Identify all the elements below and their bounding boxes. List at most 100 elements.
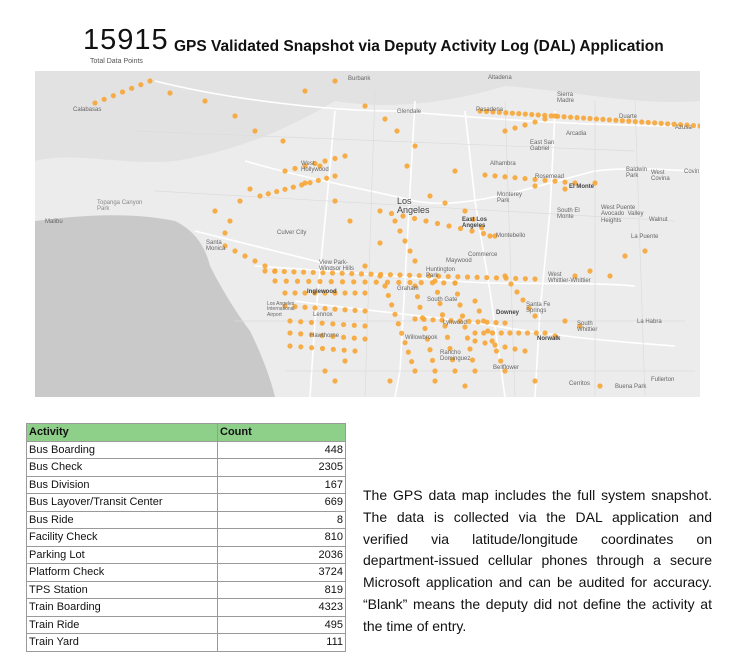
map-label-arcadia: Arcadia	[566, 131, 587, 137]
gps-marker	[416, 272, 422, 279]
gps-marker	[405, 349, 411, 355]
gps-marker	[352, 290, 358, 296]
map-label-glendale: Glendale	[397, 109, 422, 115]
gps-marker	[457, 225, 464, 232]
gps-marker	[496, 109, 503, 115]
gps-marker	[516, 330, 522, 336]
gps-marker	[378, 271, 384, 278]
gps-marker	[298, 331, 304, 337]
map-label-commerce: Commerce	[468, 252, 498, 258]
gps-marker	[298, 344, 304, 350]
gps-marker	[429, 357, 436, 363]
gps-marker	[552, 333, 558, 339]
activity-cell: Bus Division	[26, 475, 218, 494]
gps-marker	[272, 268, 278, 274]
gps-marker	[92, 100, 98, 106]
map-label-pasadena: Pasadena	[476, 107, 504, 113]
gps-marker	[469, 357, 476, 363]
activity-count-table: Activity Count Bus Boarding 448 Bus Check…	[26, 423, 346, 652]
gps-marker	[222, 230, 228, 236]
map-label-willowbrook: Willowbrook	[405, 335, 438, 341]
gps-marker	[119, 89, 126, 95]
map-label-altadena: Altadena	[488, 75, 512, 81]
page-title: GPS Validated Snapshot via Deputy Activi…	[174, 38, 664, 55]
gps-marker	[492, 342, 498, 348]
map-label-huntington-park: Huntington Park	[426, 267, 456, 280]
gps-marker	[483, 108, 490, 115]
gps-marker	[452, 168, 458, 174]
map-label-azusa: Azusa	[675, 125, 692, 131]
gps-marker	[577, 323, 583, 329]
gps-marker	[580, 115, 587, 121]
activity-cell: Train Yard	[26, 633, 218, 652]
gps-marker	[606, 117, 613, 123]
gps-marker	[533, 330, 539, 336]
map-label-fullerton: Fullerton	[651, 377, 675, 383]
activity-cell: Train Boarding	[26, 598, 218, 617]
map-label-calabasas: Calabasas	[73, 107, 102, 113]
gps-marker	[352, 348, 358, 354]
gps-marker	[542, 330, 548, 336]
gps-marker	[282, 303, 288, 309]
gps-marker	[671, 121, 677, 127]
gps-marker	[412, 258, 418, 264]
map-label-topanga: Topanga Canyon Park	[97, 200, 143, 213]
kpi-total-value: 15915	[83, 24, 169, 56]
gps-marker	[455, 274, 461, 280]
gps-marker	[423, 218, 429, 224]
gps-marker	[129, 85, 135, 91]
count-cell: 3724	[217, 563, 346, 582]
gps-marker	[432, 278, 438, 284]
gps-marker	[493, 320, 499, 326]
gps-marker	[421, 316, 427, 322]
gps-marker	[310, 269, 316, 276]
gps-marker	[470, 216, 476, 222]
gps-marker	[434, 289, 441, 295]
gps-points-map[interactable]: Burbank Calabasas Glendale Pasadena Alta…	[35, 71, 700, 397]
gps-marker	[402, 340, 408, 346]
gps-marker	[512, 175, 518, 181]
gps-marker	[446, 223, 452, 229]
gps-marker	[308, 332, 315, 338]
gps-marker	[317, 163, 323, 169]
gps-marker	[302, 180, 308, 186]
gps-marker	[287, 343, 293, 349]
gps-marker	[394, 128, 400, 134]
gps-marker	[349, 270, 355, 277]
gps-marker	[362, 279, 368, 285]
gps-marker	[322, 305, 328, 312]
gps-marker	[493, 348, 500, 354]
gps-marker	[542, 116, 548, 122]
map-label-sierra-madre: Sierra Madre	[557, 92, 575, 105]
gps-marker	[481, 330, 487, 336]
gps-marker	[412, 316, 418, 322]
gps-marker	[294, 278, 301, 284]
gps-marker	[382, 116, 388, 122]
gps-marker	[490, 109, 496, 115]
gps-marker	[362, 323, 368, 329]
gps-marker	[512, 346, 518, 352]
table-row: Train Ride 495	[26, 615, 346, 634]
gps-marker	[312, 305, 318, 311]
gps-marker	[572, 273, 578, 279]
map-label-duarte: Duarte	[619, 114, 638, 120]
map-label-rancho-dominguez: Rancho Dominguez	[440, 350, 471, 363]
gps-marker	[467, 346, 473, 352]
map-label-east-san-gabriel: East San Gabriel	[530, 140, 555, 153]
gps-marker	[593, 116, 600, 122]
gps-marker	[607, 273, 613, 279]
gps-marker	[282, 290, 288, 296]
gps-marker	[392, 218, 398, 224]
gps-marker	[448, 318, 454, 324]
count-cell: 669	[217, 493, 346, 512]
table-row: Train Boarding 4323	[26, 598, 346, 617]
gps-marker	[340, 334, 347, 340]
gps-marker	[561, 114, 567, 120]
gps-marker	[474, 274, 480, 280]
count-cell: 495	[217, 615, 346, 634]
gps-marker	[677, 122, 684, 128]
methodology-note: The GPS data map includes the full syste…	[363, 487, 712, 634]
gps-marker	[439, 317, 445, 323]
gps-marker	[574, 115, 580, 121]
gps-marker	[658, 120, 664, 126]
